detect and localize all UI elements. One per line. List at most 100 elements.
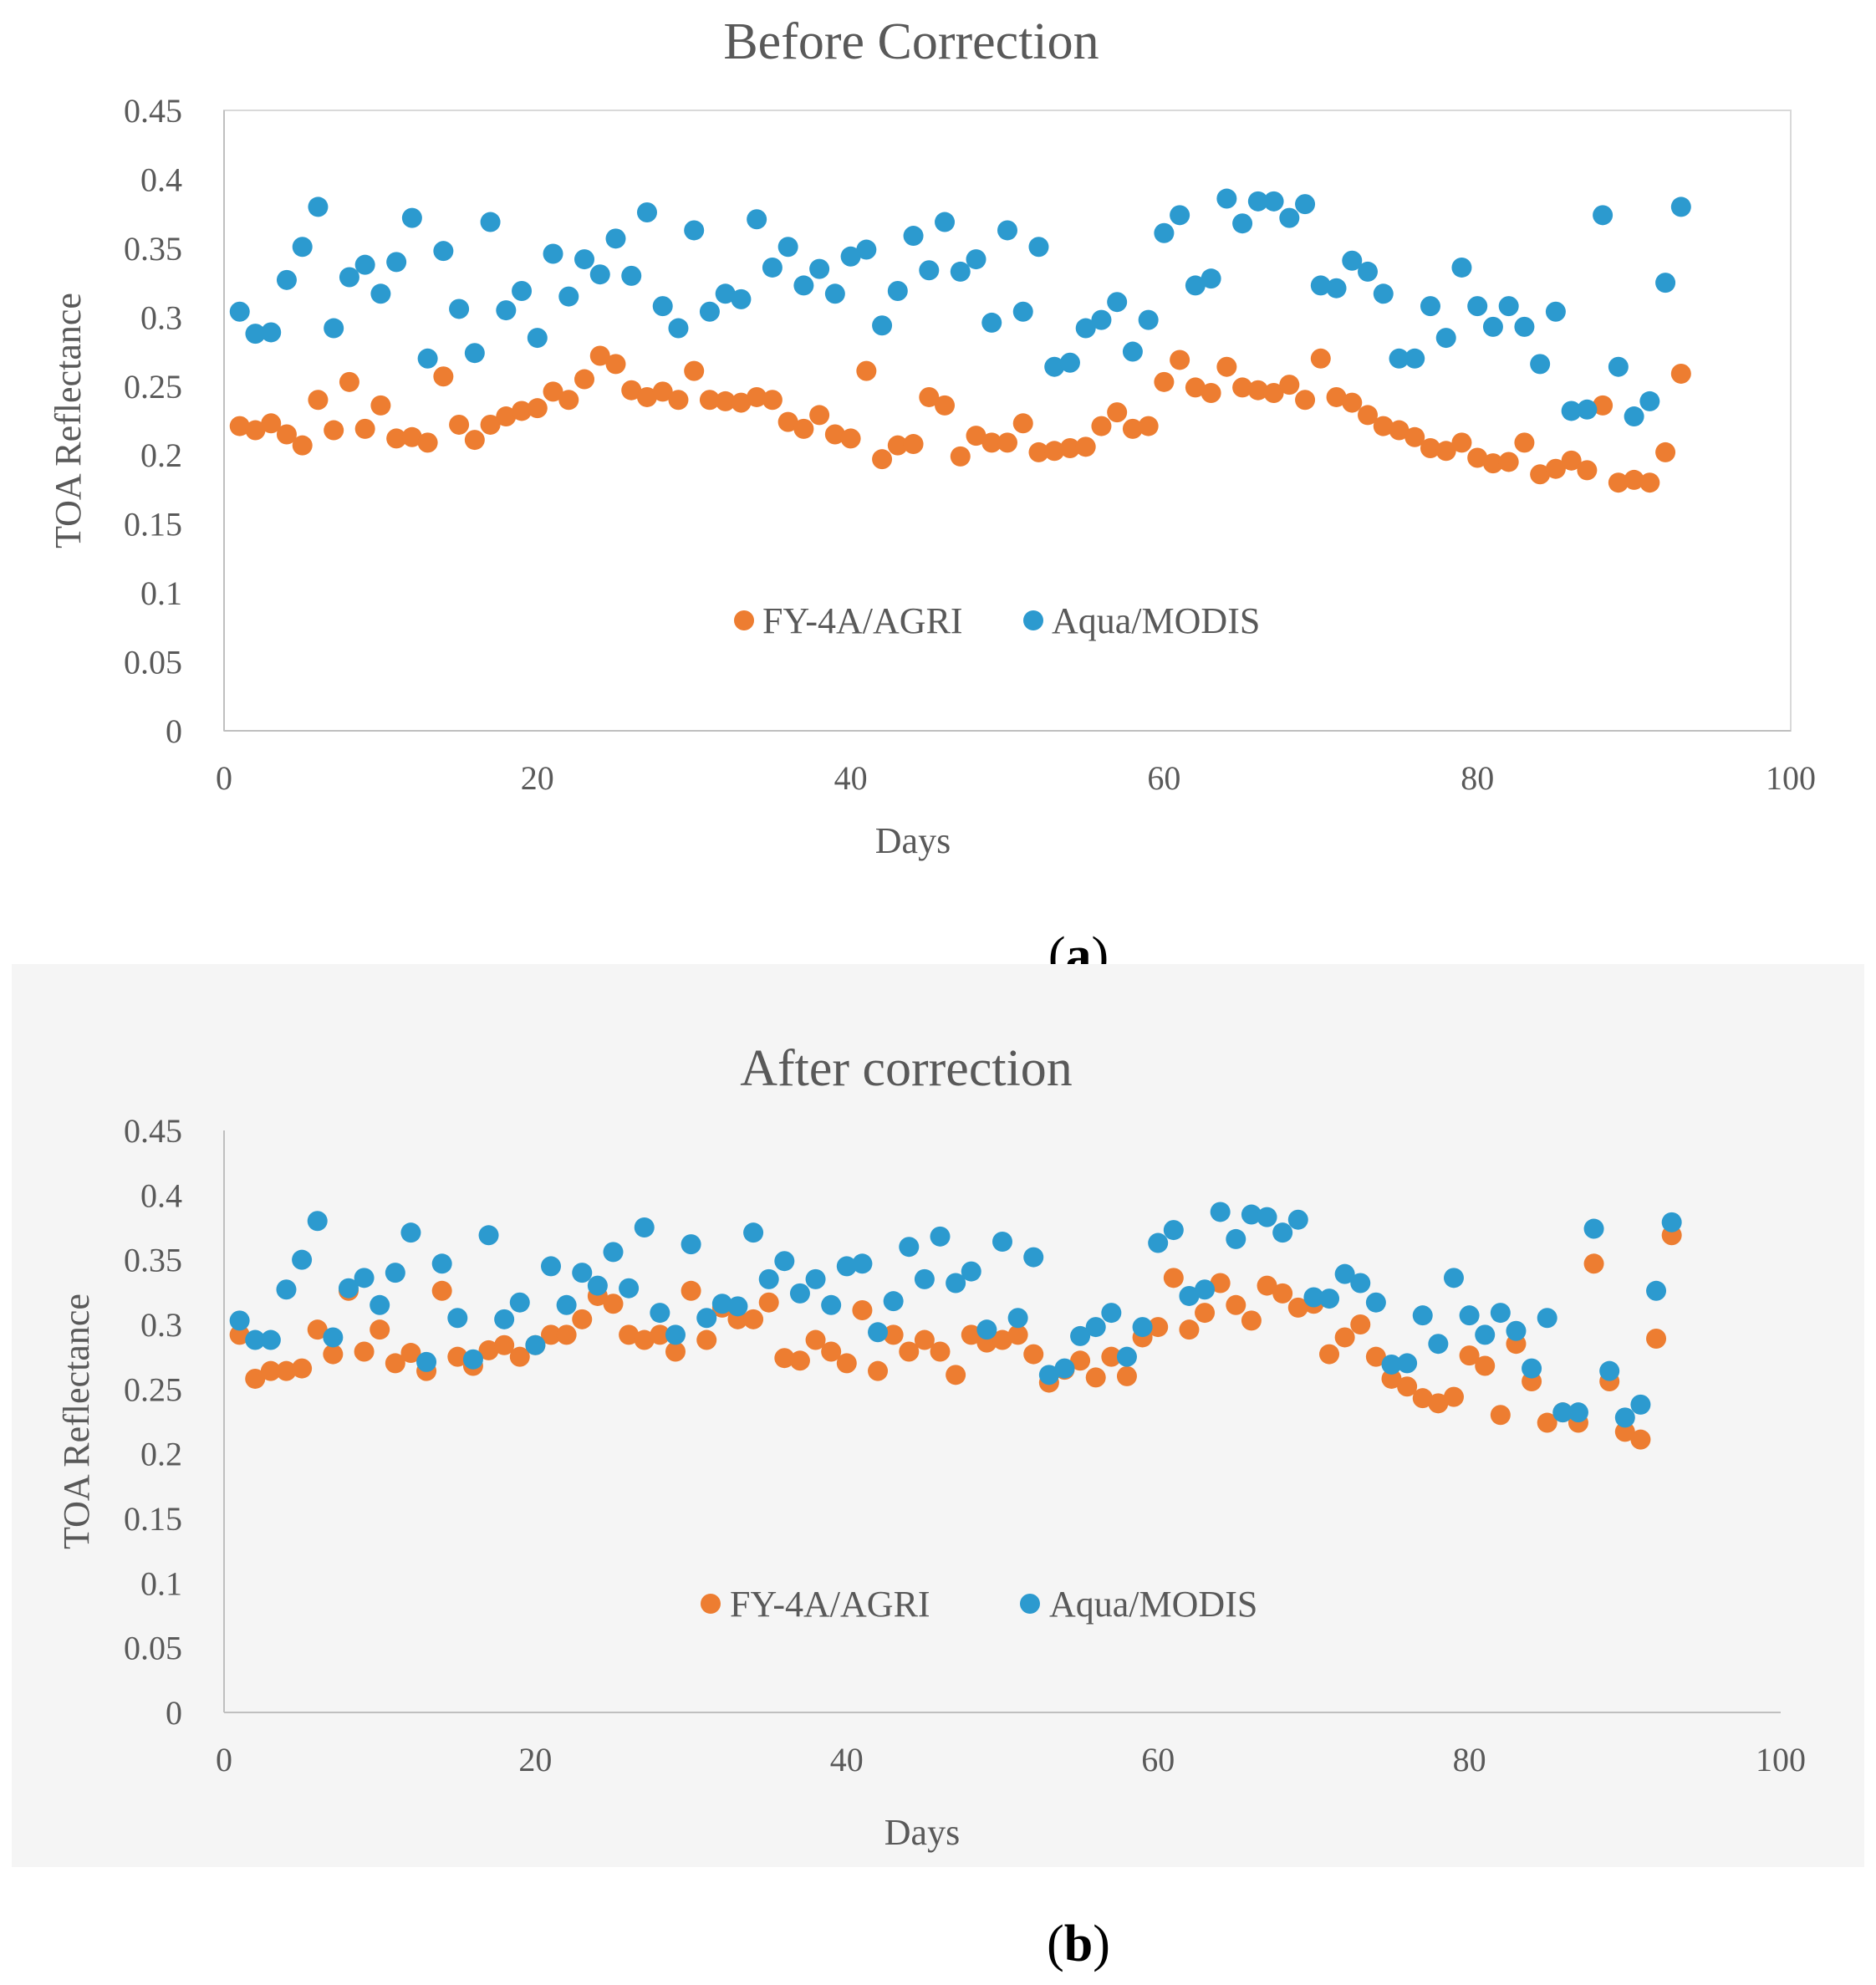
y-axis-label: TOA Reflectance — [56, 1294, 97, 1549]
data-point-modis — [1138, 309, 1159, 330]
data-point-modis — [509, 1292, 530, 1313]
data-point-modis — [665, 1324, 686, 1345]
data-point-modis — [1326, 278, 1347, 299]
data-point-fy4a — [805, 1329, 826, 1350]
data-point-fy4a — [793, 418, 814, 439]
data-point-fy4a — [276, 424, 297, 445]
y-tick-label: 0 — [166, 712, 182, 750]
data-point-modis — [1295, 194, 1316, 215]
data-point-fy4a — [558, 390, 579, 411]
data-point-fy4a — [1101, 1346, 1122, 1367]
data-point-modis — [276, 1279, 297, 1300]
data-point-modis — [1475, 1324, 1496, 1345]
data-point-fy4a — [385, 1353, 405, 1374]
data-point-fy4a — [1624, 469, 1644, 490]
data-point-fy4a — [1420, 437, 1440, 458]
data-point-modis — [449, 299, 470, 319]
data-point-modis — [758, 1268, 779, 1289]
y-tick-label: 0.15 — [124, 506, 182, 543]
data-point-modis — [1577, 399, 1598, 420]
data-point-fy4a — [1179, 1319, 1200, 1340]
data-point-fy4a — [1319, 1344, 1340, 1365]
data-point-modis — [276, 269, 297, 290]
data-point-fy4a — [992, 1329, 1012, 1350]
data-point-fy4a — [1272, 1283, 1293, 1304]
data-point-modis — [1412, 1305, 1433, 1326]
data-point-modis — [525, 1334, 546, 1355]
data-point-modis — [731, 288, 752, 309]
data-point-modis — [1583, 1218, 1604, 1239]
data-point-fy4a — [447, 1346, 468, 1367]
data-point-fy4a — [762, 390, 783, 411]
data-point-fy4a — [603, 1294, 624, 1314]
data-point-fy4a — [665, 1341, 686, 1362]
data-point-modis — [668, 318, 689, 339]
data-point-fy4a — [1247, 380, 1268, 401]
chart-title: After correction — [740, 1040, 1073, 1097]
data-point-modis — [1054, 1358, 1075, 1379]
data-point-fy4a — [1295, 390, 1316, 411]
data-point-modis — [1257, 1207, 1277, 1227]
data-point-modis — [1561, 401, 1582, 421]
legend-label-modis: Aqua/MODIS — [1049, 1584, 1257, 1625]
x-tick-label: 60 — [1147, 759, 1180, 797]
data-point-fy4a — [292, 435, 313, 456]
data-point-modis — [1482, 316, 1503, 337]
data-point-fy4a — [354, 1341, 375, 1362]
data-point-fy4a — [1435, 441, 1456, 462]
data-point-modis — [1404, 348, 1425, 369]
data-point-modis — [715, 283, 736, 304]
data-point-modis — [634, 1217, 655, 1237]
data-point-modis — [1545, 301, 1566, 322]
data-point-modis — [997, 220, 1017, 241]
chart-title: Before Correction — [723, 13, 1099, 70]
data-point-fy4a — [1310, 348, 1331, 369]
data-point-fy4a — [997, 432, 1017, 453]
y-tick-label: 0.25 — [124, 368, 182, 406]
data-point-fy4a — [1241, 1310, 1262, 1331]
data-point-modis — [1630, 1394, 1651, 1415]
data-point-fy4a — [1210, 1273, 1231, 1294]
data-point-fy4a — [1451, 432, 1472, 453]
y-tick-label: 0.35 — [124, 1242, 182, 1279]
data-point-modis — [1661, 1212, 1682, 1232]
data-point-modis — [292, 1249, 313, 1270]
data-point-modis — [587, 1275, 608, 1296]
data-point-modis — [541, 1256, 562, 1277]
data-point-modis — [431, 1253, 452, 1274]
data-point-modis — [1059, 352, 1080, 373]
data-point-modis — [1116, 1346, 1137, 1367]
x-tick-label: 20 — [518, 1741, 552, 1778]
y-tick-label: 0.3 — [140, 1306, 182, 1344]
data-point-fy4a — [605, 354, 626, 375]
data-point-modis — [1195, 1279, 1216, 1300]
data-point-modis — [840, 246, 861, 267]
data-point-modis — [512, 281, 533, 302]
data-point-fy4a — [1116, 1365, 1137, 1386]
data-point-modis — [574, 249, 595, 270]
data-point-fy4a — [543, 381, 563, 402]
data-point-fy4a — [1646, 1329, 1667, 1350]
data-point-modis — [1247, 191, 1268, 212]
data-point-fy4a — [1608, 472, 1629, 493]
data-point-fy4a — [1023, 1344, 1044, 1365]
data-point-fy4a — [292, 1358, 313, 1379]
data-point-modis — [401, 207, 422, 228]
data-point-fy4a — [261, 413, 282, 434]
data-point-modis — [743, 1222, 764, 1243]
data-point-fy4a — [621, 380, 642, 401]
data-point-modis — [1568, 1402, 1588, 1423]
data-point-fy4a — [1467, 447, 1488, 468]
data-point-modis — [245, 324, 266, 344]
data-point-modis — [1210, 1202, 1231, 1222]
data-point-fy4a — [652, 381, 673, 402]
data-point-modis — [1530, 354, 1551, 375]
data-point-fy4a — [1397, 1376, 1418, 1397]
data-point-fy4a — [1232, 377, 1253, 398]
data-point-fy4a — [1326, 386, 1347, 407]
data-point-modis — [1373, 283, 1394, 304]
data-point-fy4a — [401, 426, 422, 447]
data-point-modis — [1038, 1365, 1059, 1385]
data-point-modis — [1443, 1268, 1464, 1288]
x-tick-label: 100 — [1756, 1741, 1806, 1778]
